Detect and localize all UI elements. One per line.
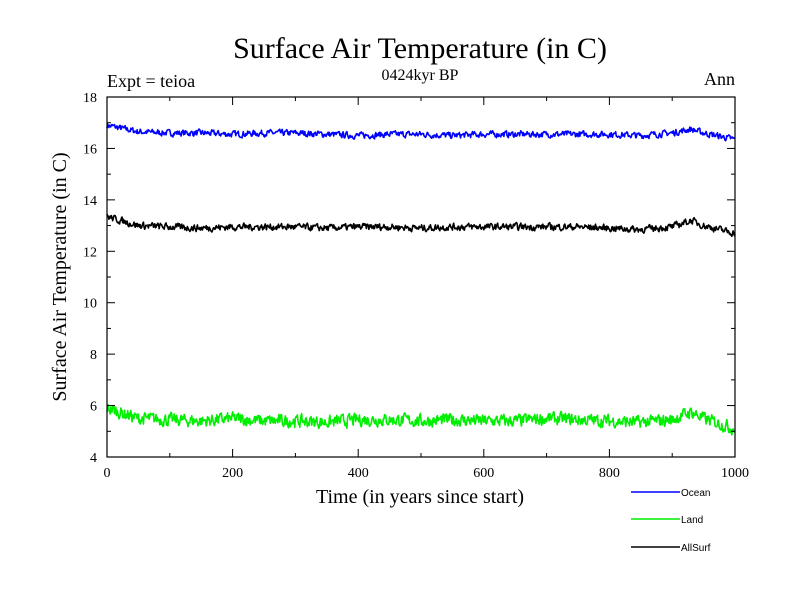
- y-tick-label: 12: [83, 245, 97, 260]
- y-tick-label: 14: [83, 194, 97, 209]
- series-line-land: [106, 404, 736, 436]
- x-tick-label: 400: [348, 466, 369, 481]
- legend-label-ocean: Ocean: [681, 488, 710, 499]
- legend-label-allsurf: AllSurf: [681, 543, 711, 554]
- y-tick-label: 4: [90, 451, 97, 466]
- y-tick-label: 8: [90, 348, 97, 363]
- x-tick-label: 800: [599, 466, 620, 481]
- series-line-allsurf: [106, 213, 736, 238]
- series-layer: [106, 123, 736, 436]
- x-tick-label: 1000: [721, 466, 749, 481]
- legend: Ocean Land AllSurf: [631, 488, 711, 554]
- y-tick-label: 10: [83, 297, 97, 312]
- x-tick-label: 0: [104, 466, 111, 481]
- chart-title: Surface Air Temperature (in C): [233, 32, 607, 65]
- x-axis-label: Time (in years since start): [316, 486, 524, 508]
- y-tick-label: 6: [90, 400, 97, 415]
- y-axis-label: Surface Air Temperature (in C): [49, 152, 71, 401]
- series-line-ocean: [106, 123, 736, 142]
- chart-subtitle: 0424kyr BP: [382, 67, 459, 84]
- x-tick-label: 200: [222, 466, 243, 481]
- y-tick-label: 16: [83, 142, 97, 157]
- y-tick-label: 18: [83, 91, 97, 106]
- plot-frame: [106, 96, 736, 458]
- season-label: Ann: [704, 69, 735, 89]
- axes: 4 6 8 10 12 14 16 18 0 200 400 600 800 1000: [83, 91, 749, 481]
- legend-label-land: Land: [681, 515, 703, 526]
- experiment-label: Expt = teioa: [107, 71, 195, 91]
- x-tick-label: 600: [473, 466, 494, 481]
